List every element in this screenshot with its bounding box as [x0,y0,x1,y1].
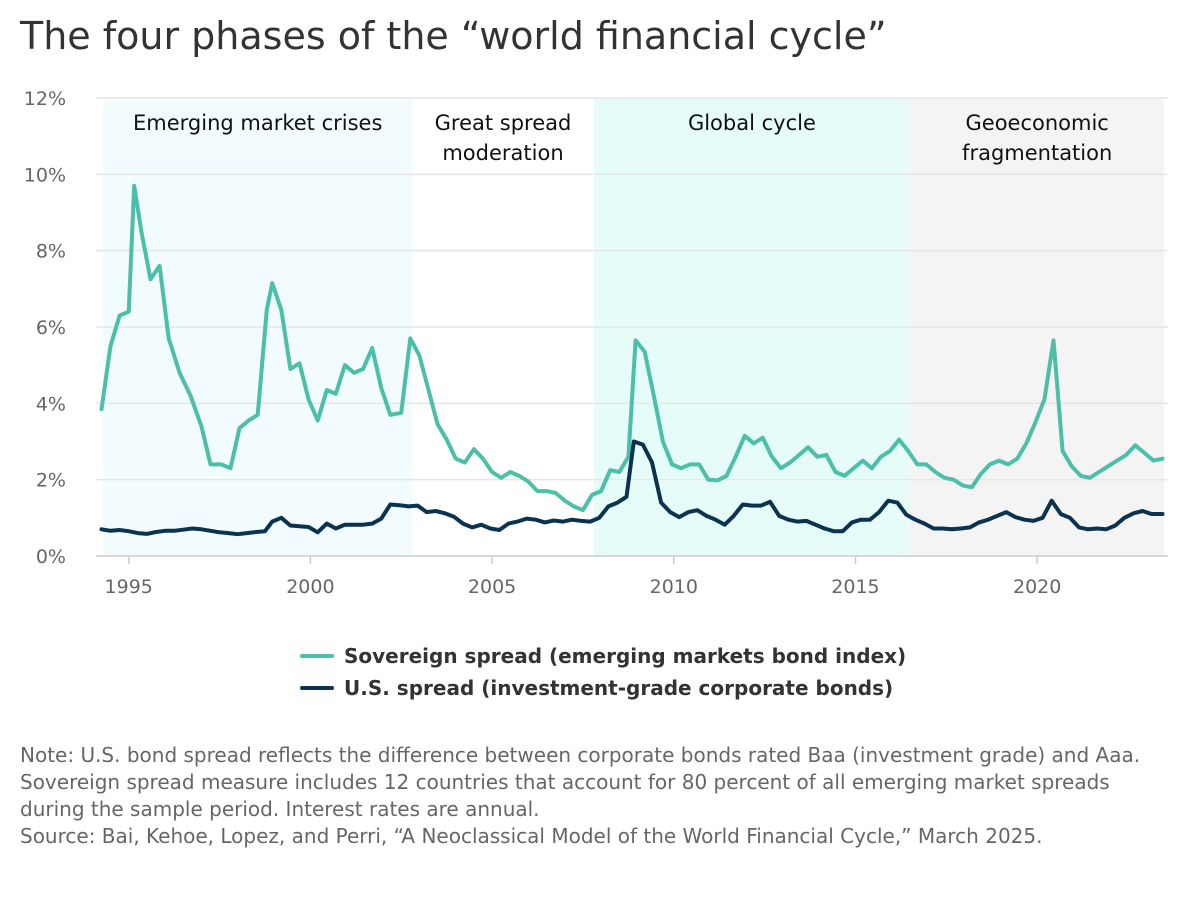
legend-item-sovereign[interactable]: Sovereign spread (emerging markets bond … [300,640,906,672]
x-tick-label: 2000 [286,576,334,598]
chart-title: The four phases of the “world financial … [20,14,887,58]
legend-swatch-sovereign [300,654,334,658]
series-line-us [99,439,1165,537]
y-tick-label: 4% [36,393,66,415]
phase-label-1: Great spread [435,111,572,135]
y-tick-label: 0% [36,546,66,568]
y-tick-label: 12% [24,88,66,110]
y-axis-ticks: 0% 2% 4% 6% 8% 10% 12% [24,88,66,568]
phase-label-0: Emerging market crises [133,111,382,135]
y-tick-label: 8% [36,241,66,263]
legend-item-us[interactable]: U.S. spread (investment-grade corporate … [300,672,906,704]
x-tick-label: 1995 [105,576,153,598]
y-tick-label: 10% [24,164,66,186]
y-tick-label: 6% [36,317,66,339]
phase-label-3: fragmentation [962,141,1112,165]
footnote: Note: U.S. bond spread reflects the diff… [20,742,1180,850]
x-tick-label: 2010 [650,576,698,598]
note-text: Note: U.S. bond spread reflects the diff… [20,743,1141,821]
x-tick-label: 2020 [1013,576,1061,598]
x-tick-label: 2005 [468,576,516,598]
legend-swatch-us [300,686,334,690]
phase-label-3: Geoeconomic [966,111,1109,135]
line-chart: 0% 2% 4% 6% 8% 10% 12% 1995 2000 2005 2010 2015 202… [24,88,1168,598]
phase-label-2: Global cycle [688,111,816,135]
series-lines [99,183,1165,537]
legend-label-us: U.S. spread (investment-grade corporate … [344,676,894,700]
x-tick-label: 2015 [831,576,879,598]
legend-label-sovereign: Sovereign spread (emerging markets bond … [344,644,907,668]
gridlines [96,97,1168,557]
legend: Sovereign spread (emerging markets bond … [300,640,906,704]
y-tick-label: 2% [36,470,66,492]
phase-label-1: moderation [442,141,563,165]
x-axis-ticks: 1995 2000 2005 2010 2015 2020 [105,556,1061,598]
source-text: Source: Bai, Kehoe, Lopez, and Perri, “A… [20,824,1043,848]
series-line-sovereign [99,183,1165,513]
phase-labels: Emerging market crises Great spread modera… [133,111,1112,165]
